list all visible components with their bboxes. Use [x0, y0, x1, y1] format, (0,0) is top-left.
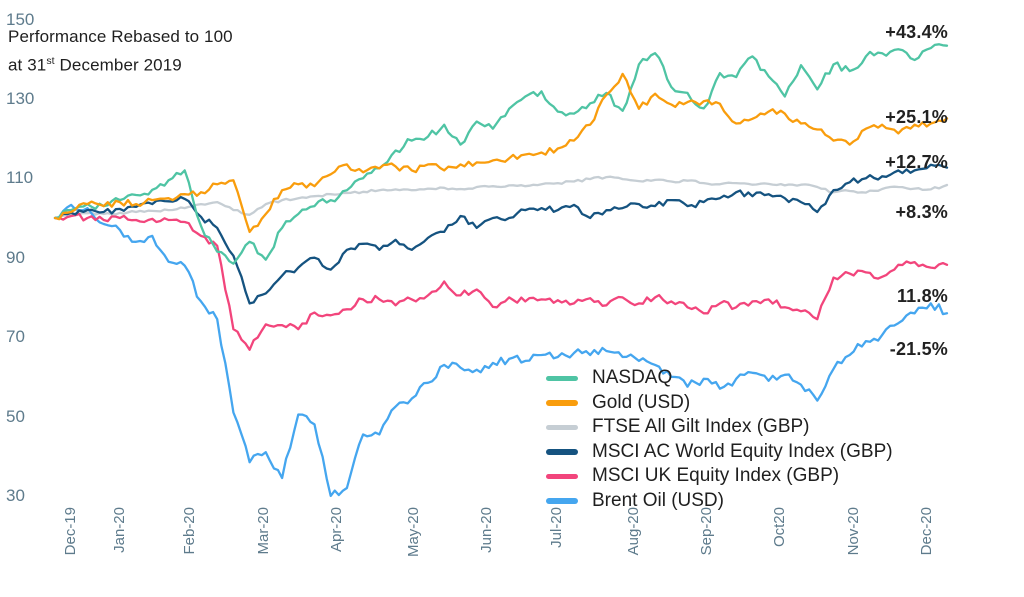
x-axis-tick-label: Jun-20	[478, 507, 495, 553]
legend-label: MSCI AC World Equity Index (GBP)	[592, 440, 893, 462]
series-end-label: +8.3%	[895, 202, 948, 222]
y-axis-tick-label: 50	[6, 406, 25, 426]
legend-item: MSCI AC World Equity Index (GBP)	[546, 440, 893, 465]
series-end-label: -21.5%	[889, 339, 948, 359]
legend-swatch-icon	[546, 498, 578, 504]
x-axis-tick-label: Mar-20	[255, 507, 272, 555]
x-axis-tick-label: Apr-20	[328, 507, 345, 553]
legend-label: NASDAQ	[592, 367, 673, 389]
series-line-gold-usd	[53, 72, 949, 234]
x-axis-tick-label: Oct20	[771, 507, 788, 548]
chart-title-line2: at 31st December 2019	[8, 55, 182, 75]
legend-swatch-icon	[546, 473, 578, 479]
y-axis-tick-label: 130	[6, 88, 35, 108]
chart-legend: NASDAQ Gold (USD) FTSE All Gilt Index (GBP…	[546, 366, 893, 513]
chart-title: Performance Rebased to 100 at 31st Decem…	[8, 24, 233, 78]
series-end-label: +25.1%	[885, 107, 948, 127]
series-line-msci-ac-world-equity-index-gbp	[53, 163, 949, 305]
x-axis-tick-label: Aug-20	[625, 507, 642, 556]
series-line-ftse-all-gilt-index-gbp	[53, 175, 949, 220]
x-axis-tick-label: Feb-20	[181, 507, 198, 555]
y-axis-tick-label: 30	[6, 485, 25, 505]
legend-swatch-icon	[546, 449, 578, 455]
x-axis-tick-label: Jan-20	[111, 507, 128, 553]
series-end-label: 11.8%	[896, 286, 948, 306]
y-axis-tick-label: 90	[6, 247, 25, 267]
legend-swatch-icon	[546, 424, 578, 430]
y-axis-tick-label: 110	[6, 168, 34, 188]
x-axis-tick-label: Dec-19	[62, 507, 79, 556]
ordinal-suffix: st	[46, 55, 55, 67]
series-end-label: +43.4%	[885, 22, 948, 42]
legend-item: NASDAQ	[546, 366, 893, 391]
legend-item: MSCI UK Equity Index (GBP)	[546, 464, 893, 489]
legend-label: Gold (USD)	[592, 391, 691, 413]
legend-swatch-icon	[546, 375, 578, 381]
legend-label: MSCI UK Equity Index (GBP)	[592, 465, 840, 487]
legend-item: Gold (USD)	[546, 391, 893, 416]
x-axis-tick-label: Jul-20	[548, 507, 565, 548]
y-axis-tick-label: 70	[6, 327, 25, 347]
series-line-msci-uk-equity-index-gbp	[53, 212, 949, 351]
x-axis-tick-label: Sep-20	[698, 507, 715, 556]
x-axis-tick-label: Nov-20	[845, 507, 862, 556]
series-end-label: +12.7%	[885, 152, 948, 172]
legend-item: Brent Oil (USD)	[546, 489, 893, 514]
x-axis-tick-label: Dec-20	[918, 507, 935, 556]
legend-item: FTSE All Gilt Index (GBP)	[546, 415, 893, 440]
series-line-brent-oil-usd	[53, 203, 949, 498]
legend-label: Brent Oil (USD)	[592, 489, 724, 511]
x-axis-tick-label: May-20	[405, 507, 422, 558]
y-axis-tick-label: 150	[6, 9, 35, 29]
chart-title-line1: Performance Rebased to 100	[8, 27, 233, 46]
series-line-nasdaq	[53, 43, 949, 265]
legend-swatch-icon	[546, 400, 578, 406]
legend-label: FTSE All Gilt Index (GBP)	[592, 416, 810, 438]
